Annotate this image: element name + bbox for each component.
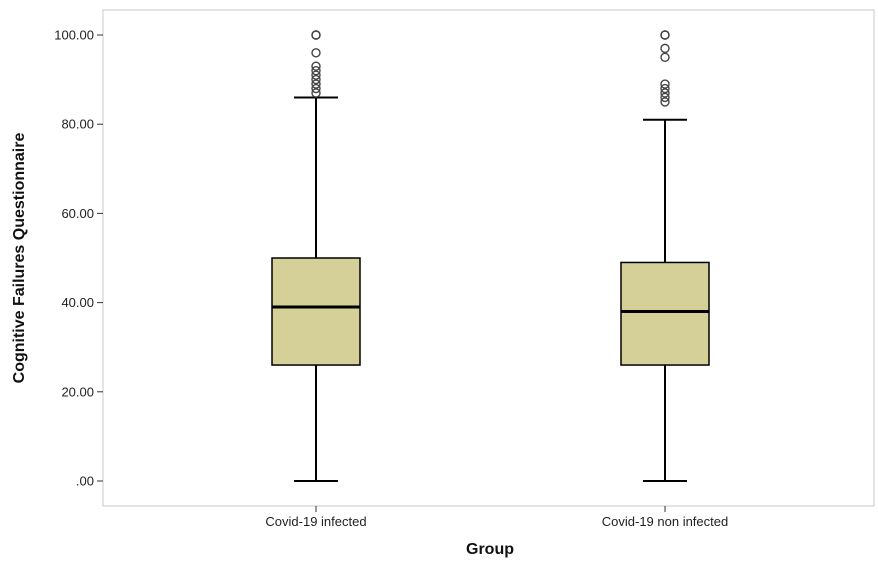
x-axis: Covid-19 infected Covid-19 non infected bbox=[265, 506, 728, 529]
x-tick-label: Covid-19 non infected bbox=[602, 514, 728, 529]
outlier-point bbox=[660, 92, 670, 103]
y-tick-label: 20.00 bbox=[61, 384, 94, 399]
boxes bbox=[271, 30, 710, 482]
box-group bbox=[620, 30, 710, 482]
box-group bbox=[271, 30, 361, 482]
y-tick-label: 80.00 bbox=[61, 117, 94, 132]
outlier-point bbox=[311, 48, 321, 58]
plot-area bbox=[102, 9, 875, 507]
outlier-point bbox=[660, 52, 670, 62]
x-tick-label: Covid-19 infected bbox=[265, 514, 366, 529]
outlier-point bbox=[660, 43, 670, 54]
outlier-point bbox=[311, 70, 321, 80]
y-axis: .00 20.00 40.00 60.00 80.00 100.00 bbox=[54, 28, 103, 489]
x-axis-title: Group bbox=[466, 541, 514, 558]
y-axis-title: Cognitive Failures Questionnaire bbox=[11, 133, 28, 384]
outlier-point bbox=[660, 83, 670, 94]
outlier-point bbox=[660, 30, 670, 40]
outlier-point bbox=[660, 79, 670, 89]
outlier-point bbox=[311, 30, 321, 40]
outlier-point bbox=[311, 74, 321, 85]
y-tick-label: 100.00 bbox=[54, 28, 94, 43]
outlier-point bbox=[311, 65, 321, 76]
outlier-point bbox=[660, 97, 670, 107]
y-tick-label: 60.00 bbox=[61, 206, 94, 221]
y-tick-label: .00 bbox=[76, 474, 94, 489]
y-tick-label: 40.00 bbox=[61, 295, 94, 310]
box bbox=[620, 261, 710, 366]
outlier-point bbox=[311, 88, 321, 98]
outlier-point bbox=[311, 61, 321, 71]
outlier-point bbox=[660, 88, 670, 98]
outlier-point bbox=[311, 79, 321, 89]
outlier-point bbox=[311, 83, 321, 94]
box bbox=[271, 257, 361, 366]
